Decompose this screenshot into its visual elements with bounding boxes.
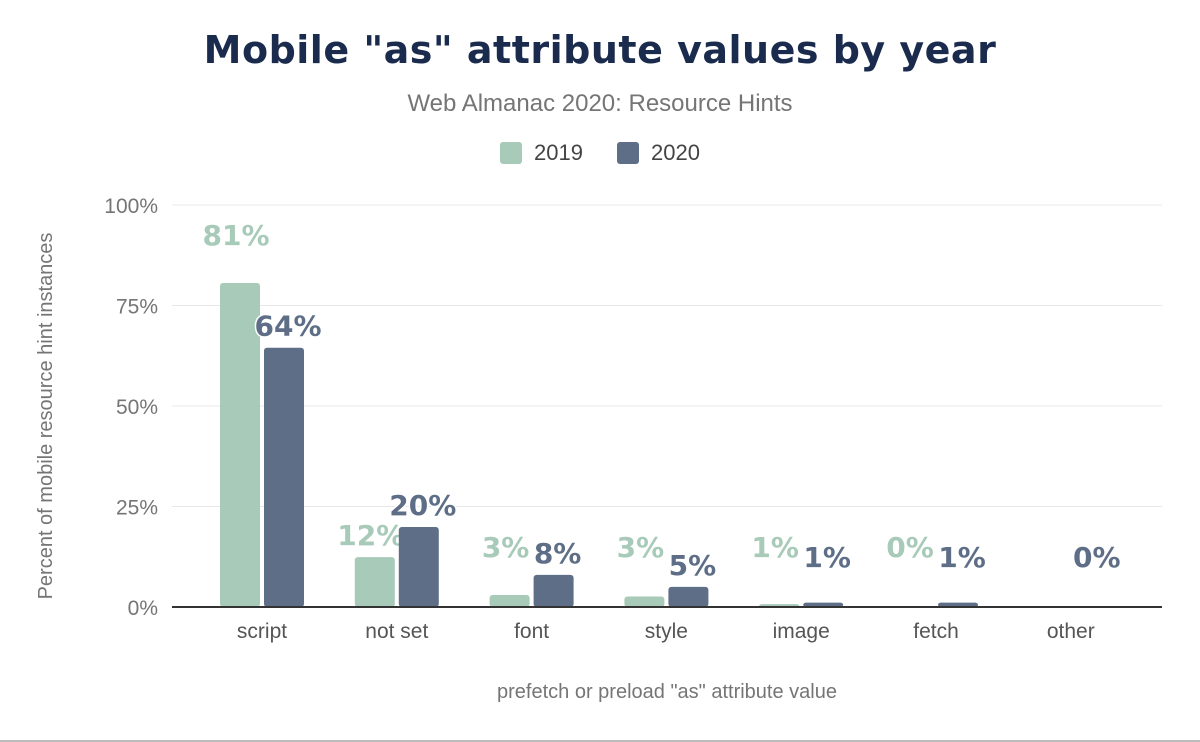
y-tick-label: 100% xyxy=(104,195,158,218)
legend-swatch-2020 xyxy=(617,142,639,164)
chart-subtitle: Web Almanac 2020: Resource Hints xyxy=(407,90,793,117)
bar-2019-script xyxy=(220,282,260,607)
data-label-2020: 1% xyxy=(938,541,986,574)
x-tick-label: other xyxy=(1047,620,1095,643)
data-label-2020: 64% xyxy=(254,310,321,343)
y-tick-label: 75% xyxy=(116,296,158,319)
bar-2020-style xyxy=(668,586,709,607)
data-label-2019: 3% xyxy=(617,531,665,564)
data-label-2019: 81% xyxy=(202,219,269,252)
divider xyxy=(0,740,1200,742)
data-label-2020: 20% xyxy=(389,489,456,522)
bar-2020-font xyxy=(533,574,574,607)
bar-2019-not-set xyxy=(354,557,395,607)
legend-label-2019: 2019 xyxy=(534,140,583,165)
data-label-2019: 12% xyxy=(337,519,404,552)
y-axis-label: Percent of mobile resource hint instance… xyxy=(35,233,57,600)
x-tick-label: font xyxy=(514,620,549,643)
legend-label-2020: 2020 xyxy=(651,140,700,165)
y-tick-label: 0% xyxy=(128,597,158,620)
legend: 2019 2020 xyxy=(0,140,1200,166)
x-tick-label: script xyxy=(237,620,287,643)
x-tick-label: not set xyxy=(365,620,428,643)
data-label-2020: 0% xyxy=(1073,541,1121,574)
bar-2020-fetch xyxy=(938,602,978,607)
data-label-2019: 3% xyxy=(482,531,530,564)
bar-2019-font xyxy=(489,594,530,607)
data-label-2020: 8% xyxy=(534,537,582,570)
bar-2020-not-set xyxy=(398,527,439,607)
legend-item-2019[interactable]: 2019 xyxy=(500,140,583,166)
chart-title: Mobile "as" attribute values by year xyxy=(203,28,997,72)
x-axis-label: prefetch or preload "as" attribute value xyxy=(497,681,837,703)
x-tick-label: style xyxy=(645,620,688,643)
legend-item-2020[interactable]: 2020 xyxy=(617,140,700,166)
bar-2020-script xyxy=(264,347,304,607)
data-label-2019: 0% xyxy=(886,531,934,564)
data-label-2020: 1% xyxy=(803,541,851,574)
data-label-2019: 1% xyxy=(751,531,799,564)
x-tick-label: fetch xyxy=(913,620,959,643)
x-tick-label: image xyxy=(773,620,830,643)
data-label-2020: 5% xyxy=(669,549,717,582)
y-tick-label: 25% xyxy=(116,497,158,520)
legend-swatch-2019 xyxy=(500,142,523,164)
bar-2019-style xyxy=(624,596,665,607)
y-tick-label: 50% xyxy=(116,396,158,419)
bar-2020-image xyxy=(803,602,844,607)
